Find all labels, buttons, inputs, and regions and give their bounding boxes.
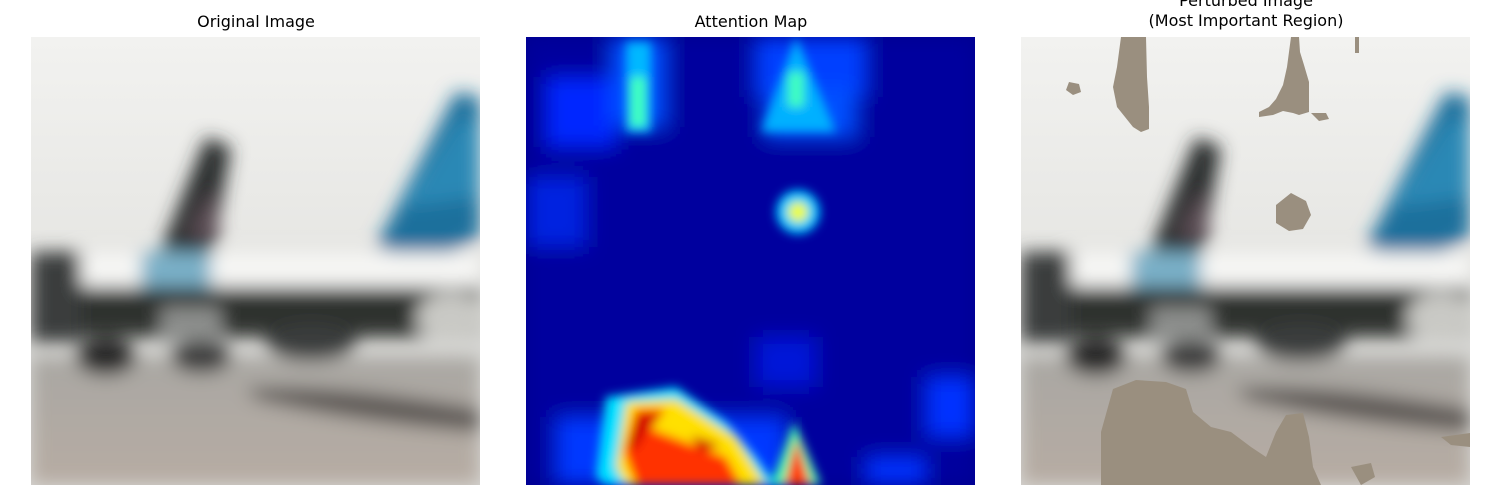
perturbed-image-title: Perturbed Image (Most Important Region) [1021, 0, 1471, 31]
original-image-title: Original Image [197, 12, 315, 31]
original-image-panel: Original Image [31, 0, 481, 500]
perturbed-image-title-line2: (Most Important Region) [1148, 11, 1344, 30]
attention-map-panel: Attention Map [526, 0, 976, 500]
perturbed-image-title-line1: Perturbed Image [1179, 0, 1313, 10]
original-image [31, 37, 480, 485]
attention-map [526, 37, 975, 485]
perturbed-image [1021, 37, 1470, 485]
perturbed-image-panel: Perturbed Image (Most Important Region) [1021, 0, 1471, 500]
attention-map-title: Attention Map [694, 12, 808, 31]
